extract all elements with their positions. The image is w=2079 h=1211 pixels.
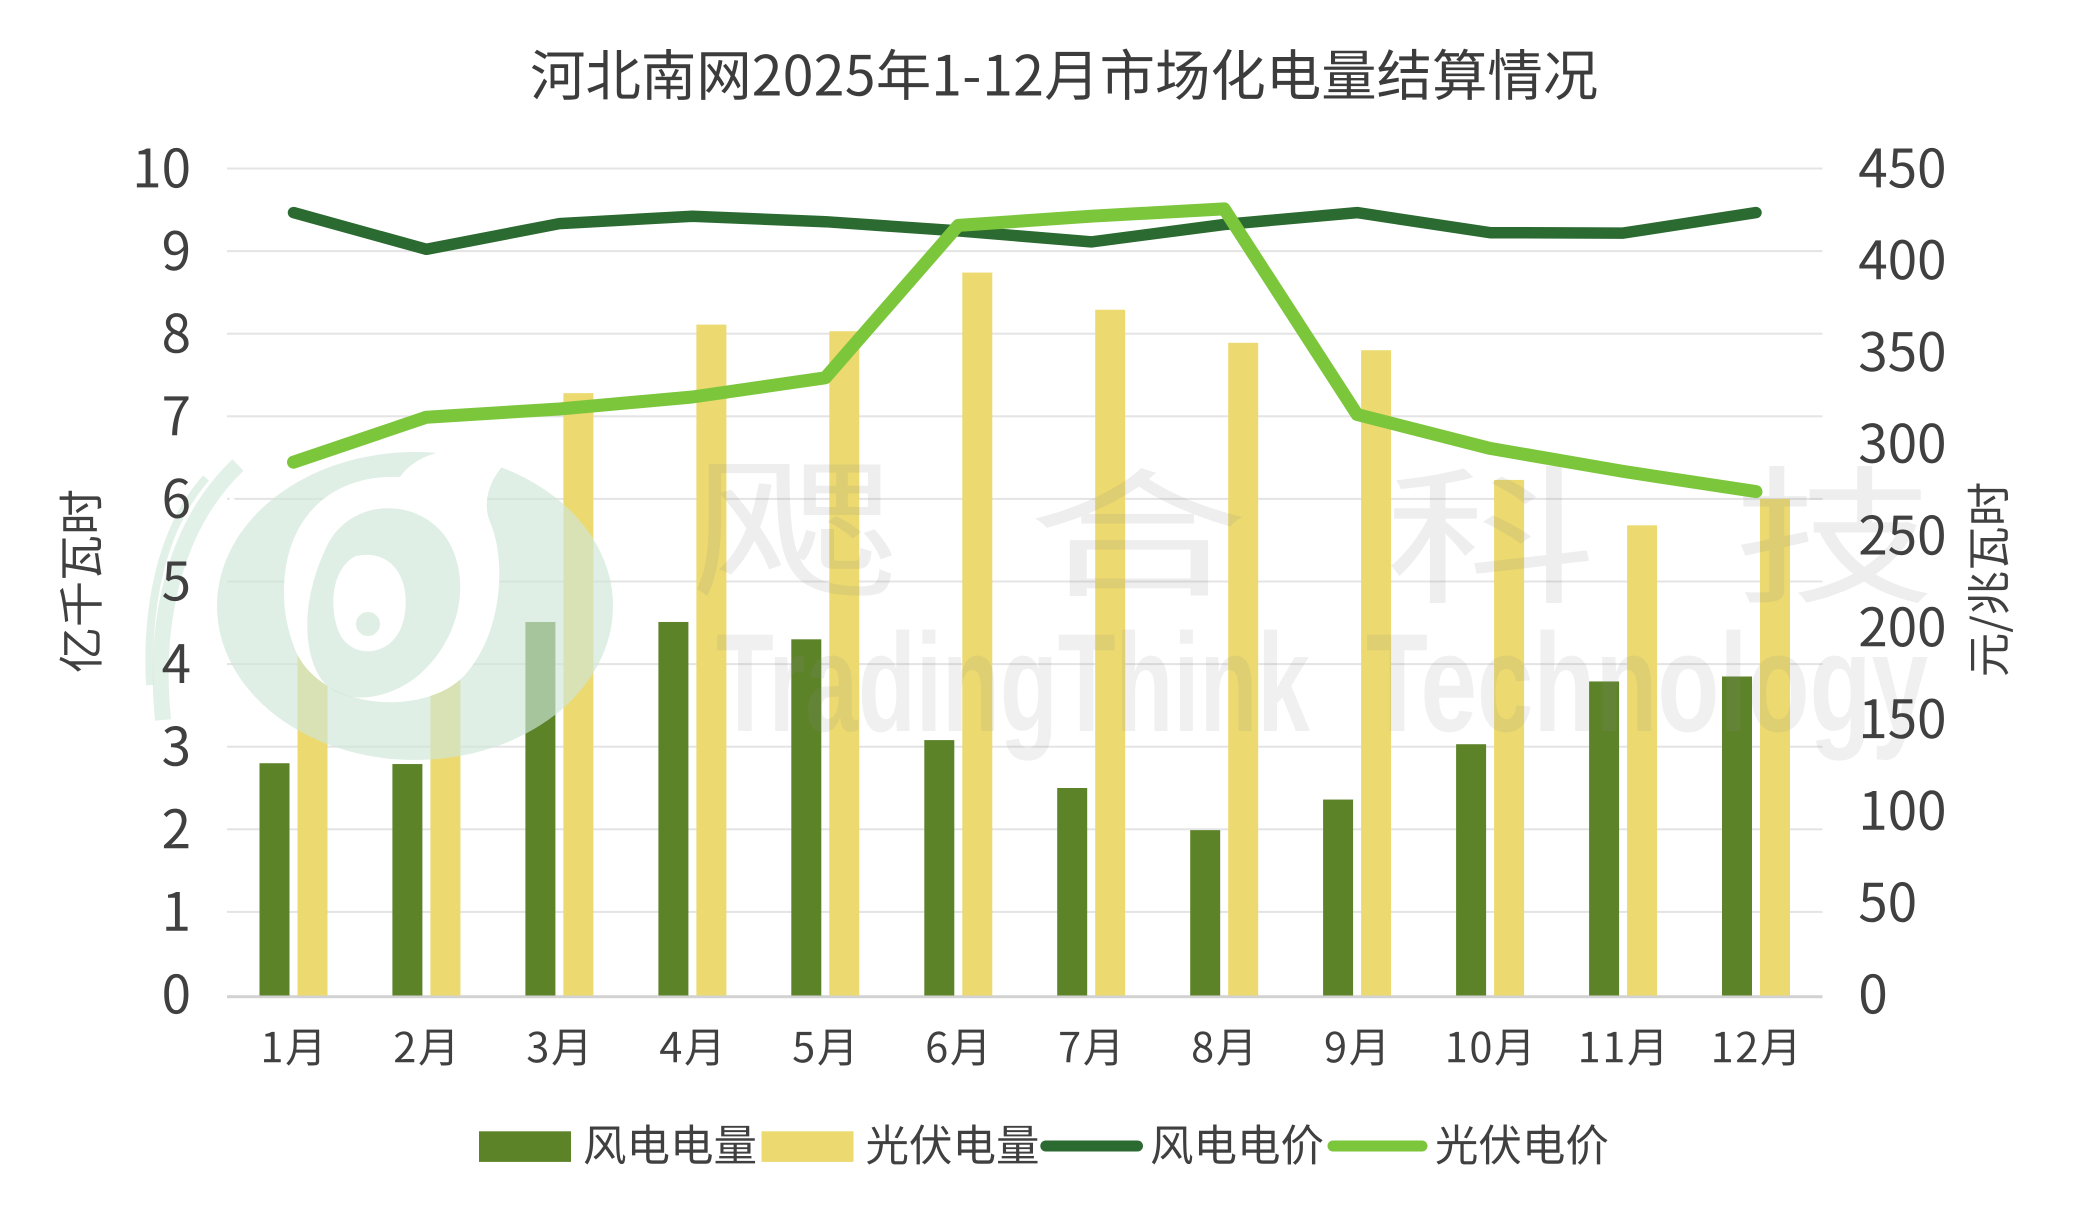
svg-text:TradingThink: TradingThink xyxy=(716,604,1310,761)
svg-text:Technology: Technology xyxy=(1366,604,1928,761)
